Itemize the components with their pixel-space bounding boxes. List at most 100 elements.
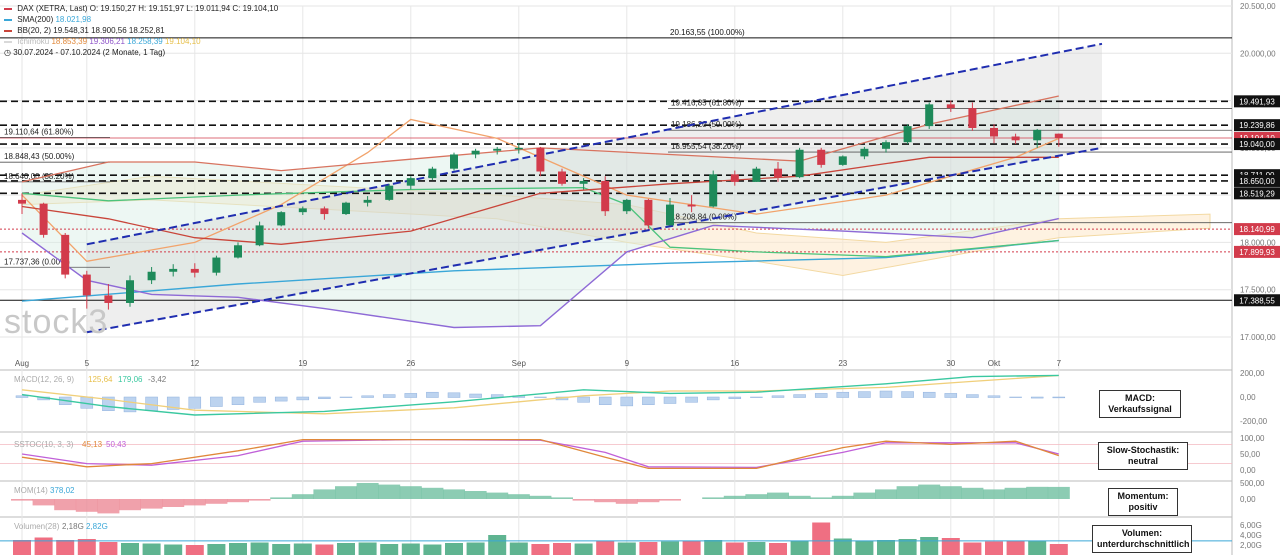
- mom-area-bar: [464, 491, 487, 499]
- vol-tick-label: 2,00G: [1240, 541, 1262, 550]
- volume-bar: [77, 539, 96, 555]
- macd-legend-v3: -3,42: [148, 375, 167, 384]
- mom-area-bar: [32, 499, 55, 506]
- volume-bar: [1006, 541, 1025, 555]
- legend-bb-v1: 19.548,31: [53, 26, 89, 35]
- x-tick-label: 5: [85, 359, 90, 368]
- legend-ichimoku-label: Ichimoku: [17, 37, 50, 46]
- candle-body: [39, 203, 48, 235]
- price-axis-tag-label: 19.239,86: [1239, 121, 1275, 130]
- legend-main-close: C: 19.104,10: [232, 4, 279, 13]
- candle-body: [363, 199, 372, 203]
- vol-signal-title: Volumen:: [1121, 528, 1163, 538]
- mom-area-bar: [572, 499, 595, 501]
- legend-main: DAX (XETRA, Last) O: 19.150,27 H: 19.151…: [4, 4, 278, 13]
- mom-area-bar: [939, 486, 962, 499]
- ichimoku-cloud: [21, 175, 1211, 277]
- mom-signal-title: Momentum:: [1117, 491, 1169, 501]
- macd-tick-label: 200,00: [1240, 369, 1265, 378]
- y-tick-label: 20.000,00: [1240, 49, 1276, 58]
- price-axis-tag: [1234, 223, 1280, 236]
- macd-histogram-bar: [318, 396, 331, 399]
- vol-legend-v1: 2,18G: [62, 522, 84, 531]
- x-tick-label: 12: [190, 359, 199, 368]
- mom-area-bar: [1026, 486, 1049, 499]
- vol-legend-v2: 2,82G: [86, 522, 108, 531]
- candle-body: [342, 202, 350, 215]
- volume-bar: [682, 541, 701, 555]
- mom-area-bar: [291, 494, 314, 499]
- fib-right-label: 19.186,20 (50.00%): [671, 120, 742, 129]
- volume-bar: [812, 522, 831, 555]
- stoch-legend-v2: 50,43: [106, 440, 127, 449]
- mom-area-bar: [270, 497, 293, 499]
- macd-histogram-bar: [987, 395, 1001, 398]
- mom-area-bar: [443, 489, 465, 499]
- macd-histogram-bar: [966, 394, 979, 398]
- volume-bar: [164, 544, 183, 555]
- macd-histogram-bar: [274, 396, 288, 402]
- macd-histogram-bar: [382, 394, 396, 398]
- y-tick-label: 20.500,00: [1240, 2, 1276, 11]
- macd-histogram-bar: [210, 396, 223, 407]
- watermark: stock3: [4, 303, 109, 341]
- volume-bar: [445, 543, 463, 555]
- volume-bar: [13, 540, 31, 555]
- candle-body: [255, 225, 264, 246]
- macd-histogram-bar: [361, 395, 374, 398]
- fib-level-label: 20.163,55 (100.00%): [670, 28, 745, 37]
- price-axis-tag: [1234, 138, 1280, 151]
- volume-bar: [725, 542, 744, 555]
- volume-bar: [99, 542, 118, 555]
- legend-ichimoku-v1: 18.853,39: [51, 37, 88, 46]
- legend-range: ◷ 30.07.2024 - 07.10.2024 (2 Monate, 1 T…: [4, 48, 165, 57]
- candle-body: [644, 199, 653, 226]
- candle-body: [298, 208, 307, 213]
- legend-ichimoku-v2: 19.306,21: [89, 37, 125, 46]
- y-tick-label: 18.000,00: [1240, 238, 1276, 247]
- volume-bar: [423, 544, 442, 555]
- price-axis-tag-label: 19.040,00: [1239, 140, 1275, 149]
- macd-histogram-bar: [944, 393, 958, 398]
- macd-signal-box: MACD: Verkaufssignal: [1099, 390, 1181, 418]
- macd-histogram-bar: [901, 391, 914, 398]
- mom-area-bar: [1047, 486, 1070, 499]
- price-axis-tag-label: 17.388,55: [1239, 296, 1275, 305]
- volume-bar: [466, 542, 485, 555]
- mom-area-bar: [335, 486, 357, 499]
- mom-area-bar: [918, 484, 941, 499]
- candle-body: [817, 149, 826, 165]
- macd-tick-label: 0,00: [1240, 393, 1256, 402]
- legend-bb-v2: 18.900,56: [91, 26, 127, 35]
- candle-body: [536, 147, 545, 172]
- volume-bar: [877, 540, 895, 555]
- candle-body: [190, 268, 199, 273]
- candle-body: [1054, 133, 1063, 139]
- legend-range-text: 30.07.2024 - 07.10.2024 (2 Monate, 1 Tag…: [13, 48, 166, 57]
- macd-legend-v2: 179,06: [118, 375, 143, 384]
- mom-area-bar: [961, 487, 984, 499]
- legend-sma-value: 18.021,98: [55, 15, 92, 24]
- candle-body: [514, 147, 523, 150]
- candle-body: [1011, 136, 1020, 141]
- candle-body: [903, 126, 912, 143]
- x-tick-label: 30: [946, 359, 955, 368]
- volume-bar: [185, 545, 204, 555]
- macd-histogram-bar: [771, 395, 785, 398]
- candle-body: [795, 149, 804, 178]
- price-axis-tag: [1234, 95, 1280, 108]
- macd-histogram-bar: [598, 396, 612, 405]
- volume-bar: [142, 543, 161, 555]
- bb-mid-line: [21, 156, 1059, 245]
- candle-body: [406, 178, 415, 186]
- volume-bar: [661, 541, 679, 555]
- macd-histogram-bar: [577, 396, 590, 403]
- mom-area-bar: [183, 499, 206, 506]
- fib-right-label: 18.955,54 (38.20%): [671, 142, 742, 151]
- mom-area-bar: [227, 499, 249, 503]
- legend-sma-symbol: [4, 18, 12, 21]
- volume-bar: [509, 542, 528, 555]
- fib-left-label: 18.640,00 (38.20%): [4, 172, 75, 181]
- macd-signal-line: [21, 374, 1059, 415]
- candle-body: [774, 168, 782, 178]
